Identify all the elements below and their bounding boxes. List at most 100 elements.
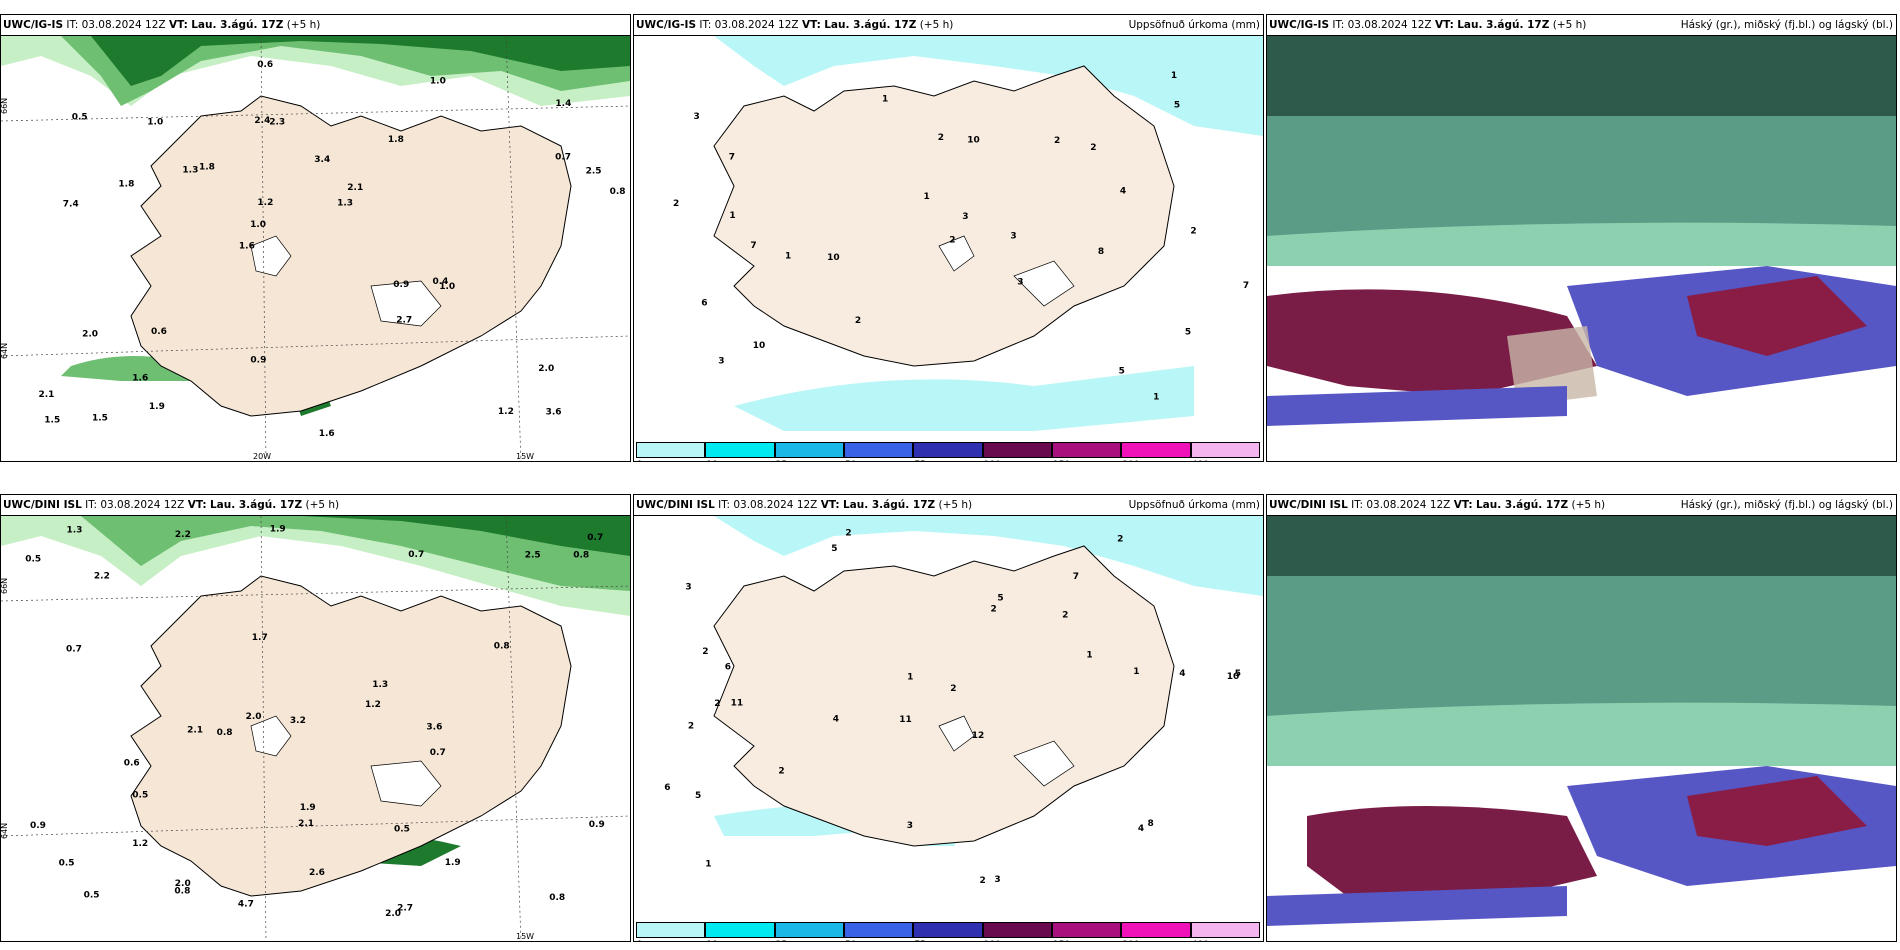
panel-header: UWC/DINI ISL IT: 03.08.2024 12Z VT: Lau.… xyxy=(634,495,1263,516)
value-label: 0.8 xyxy=(174,887,190,897)
colorbar-label: 50 xyxy=(845,460,856,461)
value-label: 1 xyxy=(785,252,791,262)
value-label: 0.5 xyxy=(59,859,75,869)
value-label: 1.0 xyxy=(439,282,455,292)
value-label: 2 xyxy=(1090,143,1096,153)
value-label: 1.2 xyxy=(132,839,148,849)
value-label: 3 xyxy=(718,356,724,366)
value-label: 1.0 xyxy=(147,118,163,128)
value-label: 2 xyxy=(949,235,955,245)
value-label: 10 xyxy=(827,253,840,263)
colorbar-cell xyxy=(982,922,1052,938)
value-label: 0.8 xyxy=(610,187,626,197)
value-label: 1.3 xyxy=(372,680,388,690)
value-label: 3 xyxy=(694,112,700,122)
value-label: 4 xyxy=(833,715,839,725)
panel-clouds-dini: UWC/DINI ISL IT: 03.08.2024 12Z VT: Lau.… xyxy=(1266,494,1897,942)
value-label: 12 xyxy=(972,731,985,741)
value-label: 7 xyxy=(729,153,735,163)
value-label: 7 xyxy=(1243,281,1249,291)
colorbar-cell xyxy=(844,442,914,458)
colorbar-cell xyxy=(1052,442,1122,458)
value-label: 2 xyxy=(714,699,720,709)
value-label: 0.6 xyxy=(257,60,273,70)
value-label: 7 xyxy=(750,241,756,251)
value-label: 0.9 xyxy=(393,280,409,290)
wind-map: 66N 64N 20W 15W 3.6 7.4 1.4 1.6 1.8 1.5 2.4 3.4… xyxy=(1,36,630,461)
value-label: 3.2 xyxy=(290,716,306,726)
value-label: 1.5 xyxy=(44,416,60,426)
wind-value-labels: 3.6 7.4 1.4 1.6 1.8 1.5 2.4 3.4 2.0 1.8 2.1 1.6 2.3 2… xyxy=(39,60,626,439)
lat-label: 66N xyxy=(1,578,9,594)
value-label: 1.4 xyxy=(555,99,571,109)
value-label: 1.6 xyxy=(132,374,148,384)
value-label: 0.5 xyxy=(394,825,410,835)
value-label: 2.0 xyxy=(82,330,98,340)
lat-label: 64N xyxy=(1,343,9,359)
value-label: 2.5 xyxy=(525,551,541,561)
value-label: 1.8 xyxy=(118,180,134,190)
lat-label: 64N xyxy=(1,823,9,839)
value-label: 2 xyxy=(991,604,997,614)
colorbar-label: 200 xyxy=(1122,460,1139,461)
colorbar-label: 25 xyxy=(776,940,787,941)
wind-map: 66N 64N 15W 4.7 2.0 2.0 1.9 2.2 2.2 2.1 0.8 1.9 1… xyxy=(1,516,630,941)
value-label: 1.6 xyxy=(239,242,255,252)
value-label: 10 xyxy=(753,341,766,351)
panel-header: UWC/DINI ISL IT: 03.08.2024 12Z VT: Lau.… xyxy=(1,495,630,516)
value-label: 6 xyxy=(701,299,707,309)
value-label: 0.9 xyxy=(589,820,605,830)
value-label: 2.4 xyxy=(254,116,270,126)
value-label: 2.0 xyxy=(538,364,554,374)
precip-colorbar: 1 10 25 50 75 100 150 200 400 xyxy=(636,922,1260,941)
value-label: 0.9 xyxy=(250,355,266,365)
colorbar-cell xyxy=(636,922,706,938)
value-label: 2 xyxy=(778,766,784,776)
value-label: 1.6 xyxy=(319,429,335,439)
colorbar-label: 10 xyxy=(706,940,717,941)
value-label: 1.2 xyxy=(365,700,381,710)
value-label: 0.5 xyxy=(84,890,100,900)
panel-precip-dini: UWC/DINI ISL IT: 03.08.2024 12Z VT: Lau.… xyxy=(633,494,1264,942)
value-label: 0.8 xyxy=(217,728,233,738)
value-label: 3 xyxy=(907,821,913,831)
value-label: 1 xyxy=(729,211,735,221)
colorbar-label: 50 xyxy=(845,940,856,941)
value-label: 0.9 xyxy=(30,821,46,831)
value-label: 2 xyxy=(702,647,708,657)
panel-header: UWC/IG-IS IT: 03.08.2024 12Z VT: Lau. 3.… xyxy=(1267,15,1896,36)
value-label: 1 xyxy=(882,94,888,104)
value-label: 2.2 xyxy=(94,572,110,582)
value-label: 3.4 xyxy=(314,155,330,165)
value-label: 7 xyxy=(1073,572,1079,582)
value-label: 4 xyxy=(1120,187,1126,197)
precip-value-labels: 1 7 3 3 5 7 10 10 2 2 2 5 2 1 3 6 8 3 2 3 1 10 4 7 2 1 1 2 1 5 xyxy=(673,71,1249,403)
value-label: 0.5 xyxy=(25,555,41,565)
value-label: 1.9 xyxy=(270,524,286,534)
colorbar-label: 150 xyxy=(1053,940,1070,941)
value-label: 3 xyxy=(1010,232,1016,242)
value-label: 1 xyxy=(705,860,711,870)
value-label: 0.5 xyxy=(72,113,88,123)
value-label: 2.2 xyxy=(175,530,191,540)
value-label: 0.5 xyxy=(132,791,148,801)
value-label: 1.8 xyxy=(388,135,404,145)
lon-label: 20W xyxy=(253,452,271,461)
value-label: 2.3 xyxy=(269,118,285,128)
value-label: 6 xyxy=(664,783,670,793)
value-label: 3.6 xyxy=(426,722,442,732)
value-label: 5 xyxy=(1174,101,1180,111)
value-label: 2 xyxy=(845,529,851,539)
value-label: 2.5 xyxy=(586,166,602,176)
wind-value-labels: 4.72.02.01.92.22.22.10.81.91.72.52.62.02… xyxy=(25,524,605,919)
panel-header: UWC/IG-IS IT: 03.08.2024 12Z VT: Lau. 3.… xyxy=(1,15,630,36)
value-label: 2 xyxy=(855,316,861,326)
colorbar-label: 100 xyxy=(984,460,1001,461)
value-label: 1.2 xyxy=(498,407,514,417)
value-label: 1.7 xyxy=(252,633,268,643)
colorbar-cell xyxy=(982,442,1052,458)
value-label: 0.7 xyxy=(430,748,446,758)
value-label: 1.0 xyxy=(430,76,446,86)
